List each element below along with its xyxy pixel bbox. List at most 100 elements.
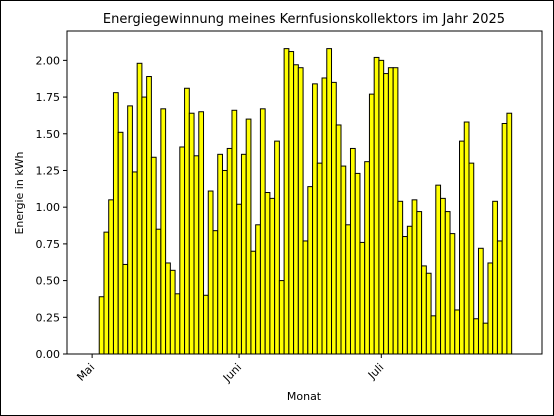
y-tick-label: 0.50	[36, 275, 61, 288]
bar	[331, 81, 337, 355]
bar	[112, 92, 119, 355]
bar	[98, 296, 105, 355]
bar	[165, 262, 171, 355]
bar	[288, 51, 295, 355]
bar	[198, 111, 205, 355]
bar	[477, 247, 484, 355]
bar	[383, 73, 389, 355]
bar	[236, 203, 242, 355]
bar	[307, 186, 314, 355]
bar	[354, 172, 361, 355]
bar	[440, 197, 446, 355]
bar	[274, 140, 280, 355]
bar	[255, 224, 261, 355]
bar	[141, 96, 148, 355]
bar	[501, 122, 508, 355]
bar	[492, 200, 498, 355]
bar	[449, 233, 456, 355]
bar	[487, 262, 494, 355]
bar	[117, 131, 124, 355]
y-tick-label: 1.75	[36, 91, 61, 104]
y-tick-label: 1.50	[36, 128, 61, 141]
chart-title: Energiegewinnung meines Kernfusionskolle…	[103, 12, 505, 27]
bar	[359, 241, 366, 355]
bar	[345, 224, 351, 355]
bar	[155, 228, 162, 355]
bar	[435, 184, 442, 355]
bar	[340, 165, 347, 355]
bar	[293, 64, 299, 355]
bar	[373, 56, 380, 355]
plot-frame	[66, 30, 543, 355]
bar	[402, 236, 408, 355]
bar	[463, 121, 470, 355]
bar	[321, 77, 328, 355]
y-tick-label: 1.25	[36, 164, 61, 177]
bar	[207, 190, 214, 355]
bar	[188, 112, 195, 355]
bar	[378, 59, 385, 355]
y-tick-label: 2.00	[36, 54, 61, 67]
x-axis-label: Monat	[287, 390, 322, 403]
bar	[245, 118, 252, 355]
bar	[212, 230, 219, 355]
bar	[392, 67, 399, 355]
bar	[146, 76, 152, 355]
y-axis-label: Energie in kWh	[13, 151, 26, 234]
bar	[150, 156, 157, 355]
bar	[269, 197, 276, 355]
y-tick-label: 1.00	[36, 201, 61, 214]
bar	[221, 169, 228, 355]
bar	[283, 48, 290, 355]
bar	[160, 108, 167, 355]
bar	[349, 147, 356, 355]
bar	[430, 315, 437, 355]
bar	[326, 48, 333, 355]
bar	[406, 225, 413, 355]
bar	[250, 250, 257, 355]
bar	[278, 280, 285, 355]
bar	[103, 231, 110, 355]
bar	[506, 112, 513, 355]
bar	[459, 140, 465, 355]
bar	[425, 272, 432, 355]
x-tick-label: Juni	[220, 361, 244, 385]
bar	[108, 199, 114, 355]
bar	[411, 199, 418, 355]
bar	[473, 318, 479, 355]
bar	[364, 161, 370, 355]
bar	[240, 153, 247, 355]
bar	[193, 155, 200, 355]
bar	[122, 263, 129, 355]
bar	[131, 171, 138, 355]
x-tick-label: Mai	[74, 361, 97, 384]
bar	[226, 147, 233, 355]
x-tick-label: Juli	[365, 361, 386, 382]
bar	[482, 322, 489, 355]
y-tick-label: 0.00	[36, 348, 61, 361]
bar	[454, 309, 461, 355]
bar	[416, 211, 423, 355]
bar	[387, 67, 394, 355]
bar	[335, 124, 342, 355]
bar	[203, 294, 209, 355]
bar	[127, 105, 133, 355]
bar	[259, 108, 266, 355]
bar	[368, 93, 375, 355]
y-tick-label: 0.25	[36, 311, 61, 324]
bar	[136, 62, 143, 355]
bar	[184, 87, 190, 355]
bar	[421, 265, 427, 355]
bar	[312, 83, 318, 355]
bar	[468, 162, 475, 355]
y-tick-label: 0.75	[36, 238, 61, 251]
bar	[169, 269, 176, 355]
bar	[496, 240, 503, 355]
bar	[397, 200, 404, 355]
bar	[174, 293, 181, 355]
bar	[444, 211, 451, 355]
bar	[264, 192, 271, 355]
bar	[297, 67, 304, 355]
bar	[179, 146, 186, 355]
